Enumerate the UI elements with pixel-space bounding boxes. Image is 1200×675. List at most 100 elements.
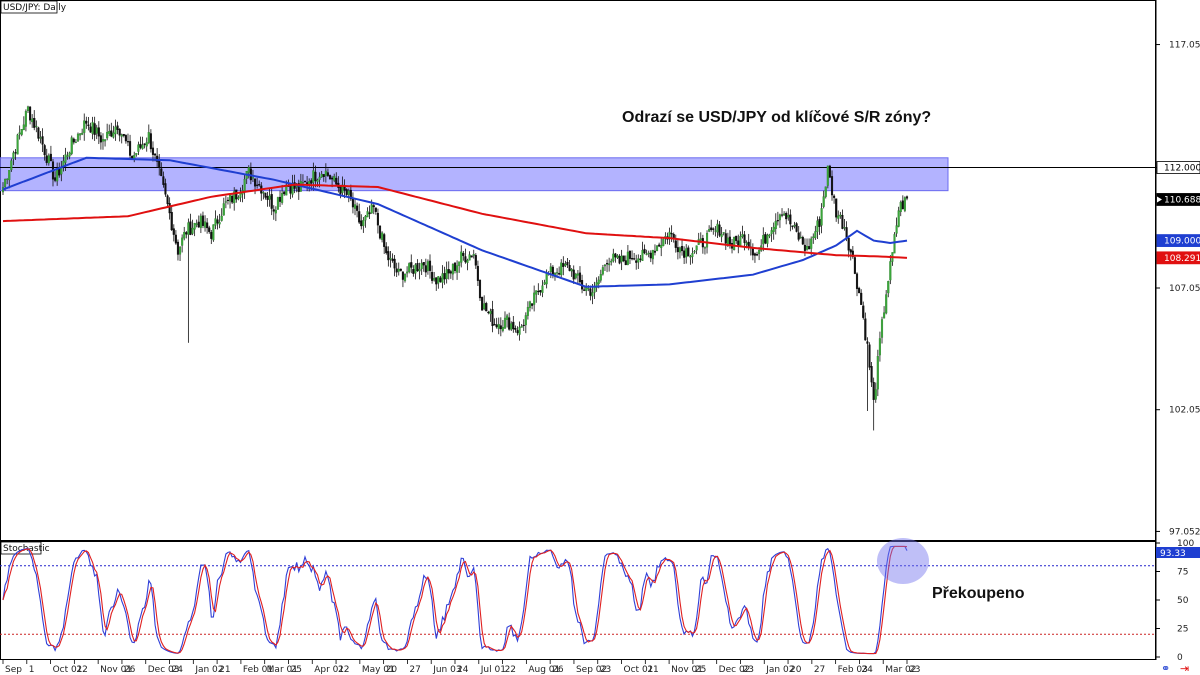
candle-body xyxy=(516,330,519,334)
candle-body xyxy=(874,389,877,400)
candle-body xyxy=(22,124,25,131)
candle-body xyxy=(16,134,19,155)
support-resistance-zone xyxy=(0,157,949,192)
candle-body xyxy=(489,310,492,315)
candle-body xyxy=(185,232,188,235)
candle-body xyxy=(91,122,94,134)
candle-body xyxy=(643,248,646,254)
candle-body xyxy=(106,131,109,139)
candle-body xyxy=(780,214,784,216)
candle-body xyxy=(283,191,286,195)
candle-body xyxy=(176,241,180,255)
candle-body xyxy=(601,267,604,275)
candle-body xyxy=(397,268,400,272)
candle-body xyxy=(693,251,696,253)
candle-body xyxy=(137,144,140,152)
time-tick-label: 22 xyxy=(76,665,87,675)
candle-body xyxy=(220,215,223,221)
candle-body xyxy=(135,153,138,155)
candle-body xyxy=(645,253,648,255)
candle-body xyxy=(660,244,663,248)
candle-body xyxy=(510,323,513,330)
candle-body xyxy=(29,106,32,121)
candle-body xyxy=(356,205,359,211)
time-tick-label: 26 xyxy=(552,665,564,675)
candle-body xyxy=(314,171,317,182)
candle-body xyxy=(787,215,790,218)
candle-body xyxy=(720,233,723,238)
candle-body xyxy=(179,246,182,255)
price-tag-label: 110.688 xyxy=(1164,195,1200,205)
candle-body xyxy=(843,227,846,229)
stochastic-signal-line xyxy=(2,545,908,655)
candle-body xyxy=(441,273,444,283)
candle-body xyxy=(462,253,465,256)
candle-body xyxy=(699,238,702,241)
candle-body xyxy=(424,265,427,273)
candle-body xyxy=(506,315,509,320)
candle-body xyxy=(520,326,523,328)
candle-body xyxy=(437,276,440,284)
candle-body xyxy=(4,179,7,187)
candle-body xyxy=(45,155,48,163)
candle-body xyxy=(676,247,679,253)
candle-body xyxy=(181,237,184,246)
scroll-end-icon[interactable]: ⇥ xyxy=(1180,662,1189,675)
candle-body xyxy=(528,301,532,308)
candle-body xyxy=(853,257,856,274)
candle-body xyxy=(206,222,209,229)
candle-body xyxy=(783,213,786,216)
candle-body xyxy=(639,258,642,260)
candle-body xyxy=(239,192,242,198)
time-tick-label: Apr 01 xyxy=(314,665,344,675)
candle-body xyxy=(435,277,438,285)
price-tag xyxy=(1156,234,1200,247)
link-icon[interactable]: ⚭ xyxy=(1161,662,1170,675)
candle-body xyxy=(126,141,130,143)
candle-body xyxy=(387,251,390,261)
candle-body xyxy=(451,263,454,275)
candle-body xyxy=(74,141,77,143)
candle-body xyxy=(820,208,823,226)
candle-body xyxy=(256,184,259,186)
stoch-tick-label: 25 xyxy=(1177,625,1188,635)
candle-body xyxy=(474,255,477,266)
candle-body xyxy=(624,260,627,266)
price-tag-label: 108.291 xyxy=(1164,254,1200,264)
candle-body xyxy=(641,250,644,261)
time-tick-label: Sep 02 xyxy=(576,665,607,675)
candle-body xyxy=(297,183,300,192)
time-tick-label: 27 xyxy=(814,665,825,675)
candle-body xyxy=(31,118,34,123)
time-tick-label: 24 xyxy=(457,665,469,675)
price-tags: 112.000 110.688 109.000 108.291 xyxy=(1156,161,1200,265)
candle-body xyxy=(278,196,282,202)
candle-body xyxy=(878,338,881,356)
candle-body xyxy=(72,138,75,143)
candle-body xyxy=(745,242,748,245)
candle-body xyxy=(872,382,875,400)
candle-body xyxy=(10,160,13,171)
candle-body xyxy=(218,222,221,225)
candle-body xyxy=(199,215,202,228)
candle-body xyxy=(526,306,529,316)
candle-body xyxy=(903,197,906,211)
time-tick-label: Oct 01 xyxy=(624,665,654,675)
candle-body xyxy=(612,253,615,262)
candle-body xyxy=(587,288,590,290)
candle-body xyxy=(862,305,865,318)
candle-body xyxy=(674,240,677,248)
candle-body xyxy=(339,185,342,195)
candle-body xyxy=(472,254,475,256)
candle-body xyxy=(870,366,873,383)
candle-body xyxy=(876,356,879,390)
candle-body xyxy=(493,324,496,326)
candle-body xyxy=(670,233,673,235)
candle-body xyxy=(718,224,721,236)
candle-body xyxy=(324,170,327,176)
candle-body xyxy=(191,227,194,234)
candle-body xyxy=(808,246,811,250)
candle-body xyxy=(868,344,871,368)
candle-body xyxy=(818,219,821,227)
time-tick-label: Dec 03 xyxy=(148,665,180,675)
